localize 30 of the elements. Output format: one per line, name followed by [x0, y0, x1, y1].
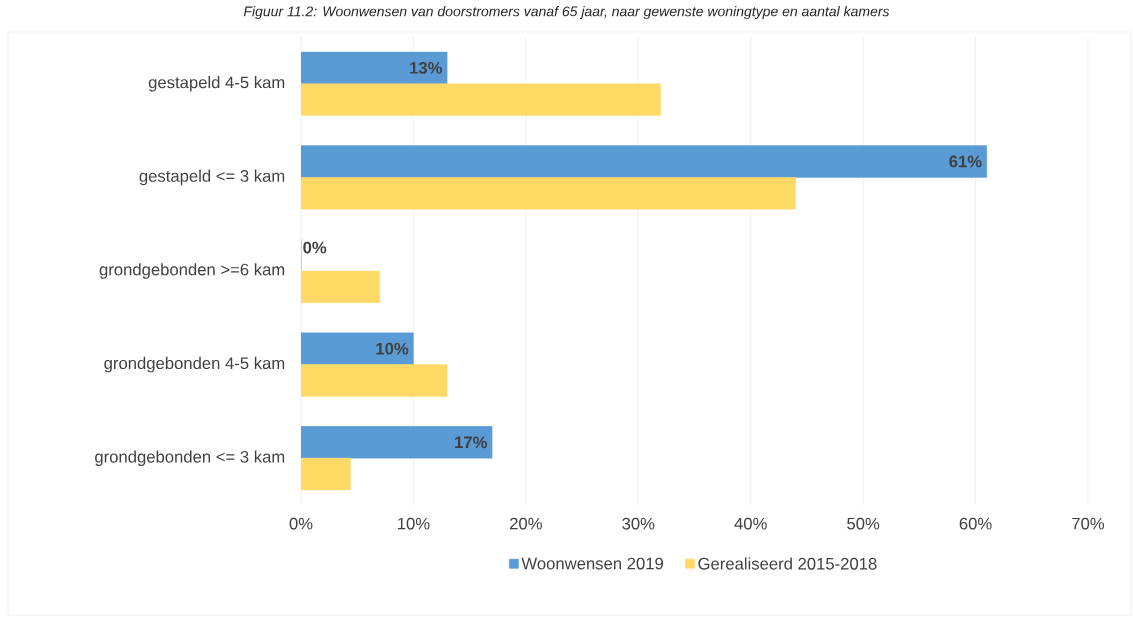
bar [301, 145, 987, 178]
chart-title: Figuur 11.2: Woonwensen van doorstromers vanaf 65 jaar, naar gewenste woningtype en aantal kamers [243, 6, 890, 20]
x-tick-label: 40% [734, 517, 767, 530]
y-tick-label: gestapeld 4-5 kam [148, 76, 285, 92]
y-tick-label: grondgebonden <= 3 kam [95, 450, 285, 466]
bar [301, 83, 661, 116]
x-tick-label: 70% [1072, 517, 1105, 530]
x-tick-label: 50% [847, 517, 880, 530]
y-tick-label: grondgebonden 4-5 kam [104, 356, 285, 373]
legend-label: Gerealiseerd 2015-2018 [698, 557, 877, 570]
x-tick-label: 10% [398, 517, 430, 530]
x-tick-label: 0% [289, 517, 313, 530]
x-tick-label: 60% [959, 517, 992, 530]
bar [301, 426, 493, 459]
bar [301, 364, 448, 397]
x-tick-label: 30% [622, 517, 655, 530]
y-tick-label: gestapeld <= 3 kam [139, 169, 285, 186]
data-label: 61% [949, 155, 982, 168]
data-label: 10% [376, 342, 409, 355]
data-label: 0% [303, 241, 327, 254]
bar [301, 177, 796, 210]
bar [301, 270, 380, 304]
bar [301, 51, 448, 84]
data-label: 17% [455, 436, 487, 449]
data-label: 13% [410, 61, 443, 74]
bar [301, 332, 414, 365]
bar [301, 457, 351, 491]
x-tick-label: 20% [510, 517, 542, 530]
y-tick-label: grondgebonden >=6 kam [99, 263, 285, 279]
legend-label: Woonwensen 2019 [521, 557, 663, 570]
